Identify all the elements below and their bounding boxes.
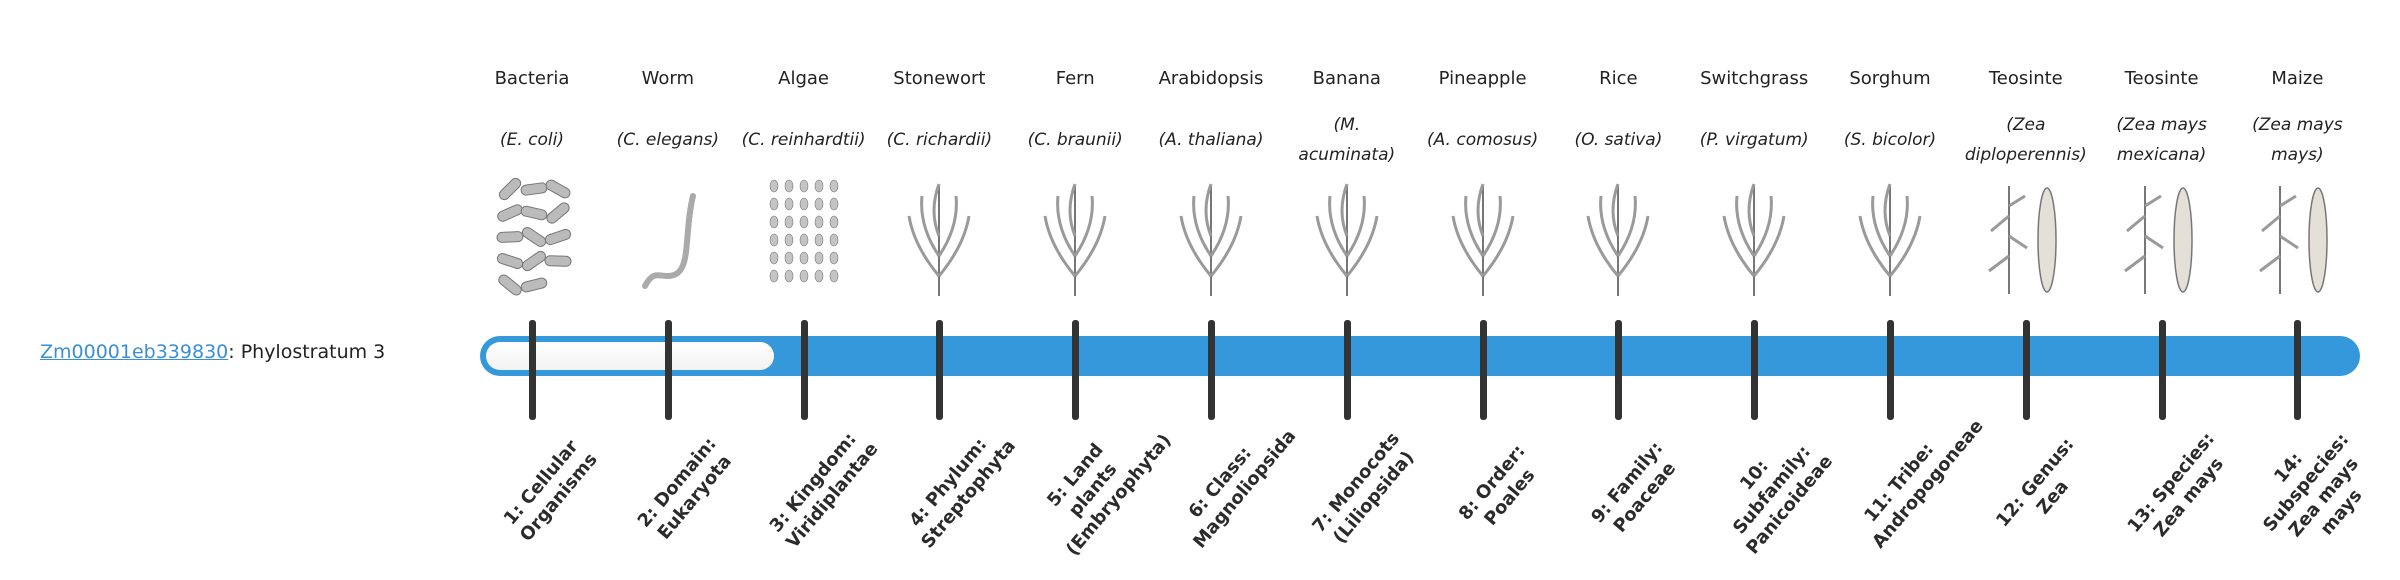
gene-phylostratum-label: Zm00001eb339830: Phylostratum 3 — [40, 341, 385, 363]
species-text: (S. bicolor) — [1843, 130, 1937, 150]
species-text: (E. coli) — [499, 130, 564, 150]
stratum-tick[interactable] — [1343, 320, 1351, 420]
stratum-tick[interactable] — [1479, 320, 1487, 420]
species-text: (A. comosus) — [1426, 130, 1539, 150]
species-text: (C. elegans) — [616, 130, 720, 150]
maize-icon — [2259, 186, 2329, 294]
species-name: (M. acuminata) — [1279, 112, 1415, 168]
bacteria-icon — [496, 177, 572, 296]
organism-name: Teosinte — [2124, 68, 2199, 89]
stratum-label: 12: Genus: Zea — [1991, 434, 2079, 532]
organism-name: Teosinte — [1988, 68, 2063, 89]
stratum-tick[interactable] — [664, 320, 672, 420]
species-text: (A. thaliana) — [1158, 130, 1264, 150]
species-name: (P. virgatum) — [1686, 112, 1822, 168]
species-text: (C. braunii) — [1027, 130, 1123, 150]
organism-name: Arabidopsis — [1158, 68, 1264, 89]
species-name: (C. elegans) — [600, 112, 736, 168]
organism-name: Rice — [1599, 68, 1638, 89]
stratum-label: 13: Species: Zea mays — [2123, 428, 2228, 542]
stratum-tick[interactable] — [800, 320, 808, 420]
organism-name: Algae — [778, 68, 830, 89]
algae-icon — [769, 179, 838, 283]
species-name: (E. coli) — [464, 112, 600, 168]
stratum-label: 10: Subfamily: Panicoideae — [1729, 441, 1838, 559]
arabidopsis-icon — [1179, 183, 1243, 296]
phylostratum-text: : Phylostratum 3 — [228, 341, 386, 363]
sorghum-icon — [1858, 183, 1922, 296]
banana-icon — [1315, 183, 1379, 296]
gene-id-link[interactable]: Zm00001eb339830 — [40, 341, 229, 363]
species-text: (O. sativa) — [1574, 130, 1663, 150]
organism-name: Bacteria — [494, 68, 570, 89]
organism-name: Banana — [1312, 68, 1381, 89]
stratum-tick[interactable] — [1072, 320, 1080, 420]
species-name: (A. thaliana) — [1143, 112, 1279, 168]
teosinte-icon — [1987, 186, 2057, 294]
teosinte-icon — [2123, 186, 2193, 294]
species-name: (C. reinhardtii) — [736, 112, 872, 168]
organism-name: Maize — [2271, 68, 2324, 89]
organism-name: Pineapple — [1438, 68, 1527, 89]
stratum-tick[interactable] — [2022, 320, 2030, 420]
species-text: (C. reinhardtii) — [741, 130, 866, 150]
worm-icon — [641, 193, 696, 289]
stratum-label: 9: Family: Poaceae — [1587, 437, 1681, 537]
stratum-label: 4: Phylum: Streptophyta — [905, 434, 1021, 553]
species-name: (C. richardii) — [871, 112, 1007, 168]
pineapple-icon — [1451, 183, 1515, 296]
species-name: (Zea diploperennis) — [1958, 112, 2094, 168]
stratum-label: 11: Tribe: Andropogoneae — [1860, 415, 1988, 553]
species-name: (C. braunii) — [1007, 112, 1143, 168]
fern-icon — [1043, 183, 1107, 296]
stratum-label: 7: Monocots (Liliopsida) — [1308, 428, 1419, 548]
organism-name: Stonewort — [893, 68, 986, 89]
species-name: (Zea mays mexicana) — [2094, 112, 2230, 168]
stratum-label: 14: Subspecies: Zea mays mays — [2259, 429, 2367, 542]
stratum-tick[interactable] — [529, 320, 536, 420]
species-text: (M. acuminata) — [1298, 115, 1396, 165]
stratum-tick[interactable] — [1615, 320, 1623, 420]
organism-name: Fern — [1055, 68, 1095, 89]
stratum-label: 6: Class: Magnoliopsida — [1184, 425, 1301, 553]
stratum-tick[interactable] — [936, 320, 944, 420]
stratum-label: 2: Domain: Eukaryota — [633, 433, 736, 544]
species-text: (Zea mays mexicana) — [2116, 115, 2207, 165]
stonewort-icon — [907, 183, 971, 296]
switchgrass-icon — [1722, 183, 1786, 296]
species-name: (S. bicolor) — [1822, 112, 1958, 168]
phylostratum-bar — [480, 336, 2360, 376]
stratum-tick[interactable] — [1751, 320, 1759, 420]
species-text: (Zea diploperennis) — [1964, 115, 2087, 165]
stratum-tick[interactable] — [1887, 320, 1894, 420]
species-name: (O. sativa) — [1550, 112, 1686, 168]
stratum-label: 8: Order: Poales — [1454, 440, 1539, 530]
species-name: (Zea mays mays) — [2229, 112, 2365, 168]
species-text: (P. virgatum) — [1699, 130, 1809, 150]
rice-icon — [1586, 183, 1650, 296]
organism-name: Worm — [641, 68, 694, 89]
stratum-tick[interactable] — [2158, 320, 2166, 420]
stratum-tick[interactable] — [1208, 320, 1215, 420]
stratum-label: 1: Cellular Organisms — [499, 436, 602, 546]
stratum-label: 5: Land plants (Embryophyta) — [1043, 430, 1176, 560]
stratum-tick[interactable] — [2294, 320, 2302, 420]
species-name: (A. comosus) — [1415, 112, 1551, 168]
species-text: (Zea mays mays) — [2252, 115, 2343, 165]
stratum-label: 3: Kingdom: Viridiplantae — [765, 428, 883, 553]
species-text: (C. richardii) — [886, 130, 993, 150]
organism-name: Sorghum — [1849, 68, 1931, 89]
organism-name: Switchgrass — [1700, 68, 1809, 89]
